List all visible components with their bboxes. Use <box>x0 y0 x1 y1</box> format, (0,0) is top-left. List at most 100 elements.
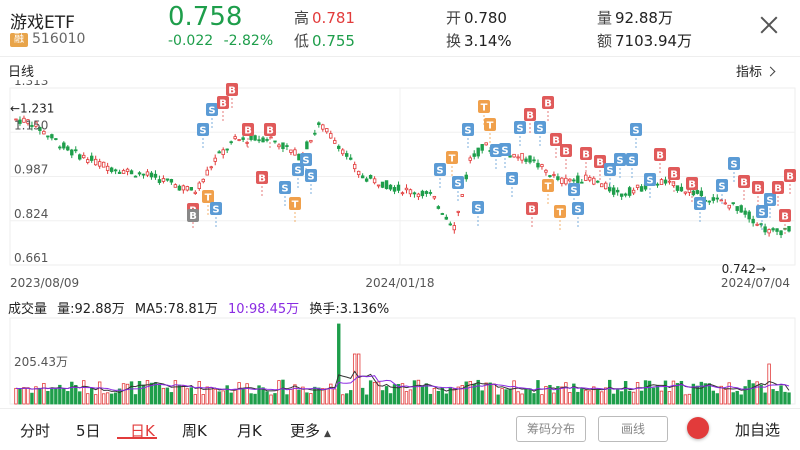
svg-text:S: S <box>464 126 471 137</box>
volume-bar <box>345 393 349 405</box>
svg-text:B: B <box>774 184 782 195</box>
volume-bar <box>492 383 496 405</box>
indicator-button[interactable]: 指标 <box>736 61 776 80</box>
volume-bar <box>384 386 389 405</box>
volume-bar <box>564 382 568 405</box>
candle-body <box>209 166 213 169</box>
chip-distribution-button[interactable]: 筹码分布 <box>516 416 586 442</box>
volume-bar <box>249 393 253 405</box>
y-tick-label: 0.824 <box>14 207 48 221</box>
record-icon[interactable] <box>687 417 709 439</box>
candle-body <box>97 161 102 167</box>
volume-bar <box>604 387 608 405</box>
volume-bar <box>161 387 166 405</box>
draw-line-button[interactable]: 画线 <box>598 416 668 442</box>
candle-body <box>281 142 285 150</box>
candle-body <box>348 157 353 160</box>
x-tick-label: 2023/08/09 <box>10 276 79 290</box>
kline-chart[interactable]: BTSSSBBBBBSTSSSSTSSSTTSSSSBSBBBSTBTSBBSS… <box>0 80 800 295</box>
volume-bar <box>317 387 321 405</box>
candle-body <box>424 191 429 194</box>
volume-bar <box>269 394 273 405</box>
candle-body <box>627 187 632 196</box>
buy-marker: B <box>654 148 666 175</box>
t-marker: T <box>202 190 214 217</box>
tab-intraday[interactable]: 分时 <box>20 422 51 440</box>
volume-bar <box>121 383 126 405</box>
close-icon[interactable] <box>758 14 780 36</box>
candle-body <box>384 180 389 190</box>
candle-body <box>360 175 365 179</box>
candle-body <box>109 167 114 172</box>
candle-body <box>54 138 58 140</box>
candle-body <box>711 197 715 201</box>
candle-body <box>452 225 456 231</box>
candle-body <box>86 159 90 163</box>
tab-monthly-k[interactable]: 月K <box>237 422 262 440</box>
volume-bar <box>113 392 118 405</box>
candle-body <box>133 175 138 178</box>
volume-bar <box>715 393 719 405</box>
svg-text:T: T <box>557 208 564 219</box>
volume-bar <box>54 387 58 405</box>
low-price: 低 0.755 <box>294 32 355 50</box>
volume-bar <box>464 381 468 405</box>
candle-body <box>317 122 321 126</box>
volume-bar <box>205 386 209 405</box>
volume-bar <box>149 382 154 405</box>
candle-body <box>129 170 134 175</box>
candle-body <box>536 162 540 168</box>
tab-more[interactable]: 更多 ▲ <box>290 422 331 440</box>
volume-bar <box>747 379 751 405</box>
candle-body <box>763 226 767 233</box>
tab-weekly-k[interactable]: 周K <box>182 422 207 440</box>
volume-bar <box>129 381 134 405</box>
candle-body <box>568 178 572 182</box>
y-tick-label: 1.313 <box>14 80 48 88</box>
sell-marker: S <box>305 169 317 196</box>
svg-text:S: S <box>208 106 215 117</box>
volume-bar <box>508 388 512 405</box>
chevron-right-icon <box>765 66 776 77</box>
volume-bar <box>480 390 484 405</box>
candle-body <box>448 223 453 226</box>
candle-body <box>42 130 46 135</box>
svg-text:B: B <box>781 212 789 223</box>
candle-body <box>739 205 743 213</box>
volume-bar <box>281 379 285 405</box>
candle-body <box>460 194 464 197</box>
sell-marker: S <box>626 153 638 180</box>
volume-bar <box>404 391 409 405</box>
volume-bar <box>153 382 158 405</box>
tab-daily-k[interactable]: 日K <box>130 422 155 440</box>
svg-text:S: S <box>632 126 639 137</box>
volume-bar <box>46 391 50 405</box>
volume-bar <box>185 388 190 405</box>
high-price: 高 0.781 <box>294 9 355 27</box>
volume-bar <box>783 391 787 405</box>
volume-bar <box>400 383 405 405</box>
candle-body <box>667 180 672 183</box>
svg-text:T: T <box>481 103 488 114</box>
candle-body <box>683 191 688 194</box>
candle-body <box>193 191 197 194</box>
buy-marker: B <box>264 123 276 150</box>
volume-bar <box>225 385 229 405</box>
candle-body <box>484 142 488 146</box>
candle-body <box>113 169 118 172</box>
add-watchlist-button[interactable]: 加自选 <box>735 421 781 439</box>
svg-text:B: B <box>219 99 227 110</box>
candle-body <box>436 206 441 209</box>
candle-body <box>771 228 775 231</box>
volume-bar <box>735 390 739 405</box>
svg-text:S: S <box>718 182 725 193</box>
candle-body <box>420 190 425 197</box>
volume-bar <box>18 388 22 405</box>
tab-5day[interactable]: 5日 <box>76 422 101 440</box>
volume-bar <box>197 381 201 405</box>
svg-text:S: S <box>454 179 461 190</box>
candle-body <box>623 193 628 196</box>
volume-bar <box>289 389 293 405</box>
buy-marker: B <box>779 209 791 236</box>
candle-body <box>309 139 313 143</box>
